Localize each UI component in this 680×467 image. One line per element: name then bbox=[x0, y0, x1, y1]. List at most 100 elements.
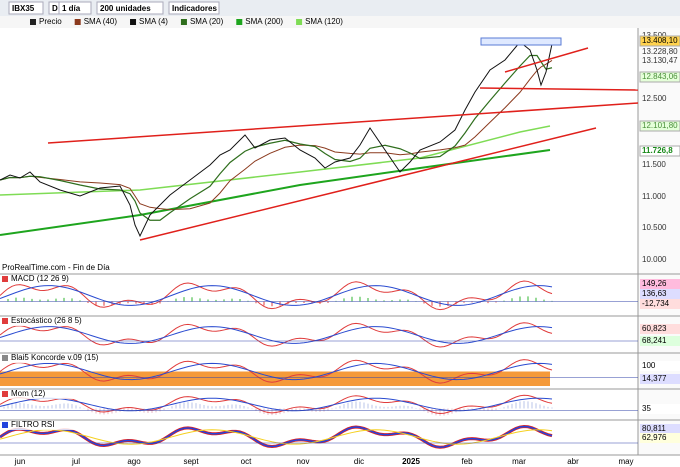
trend-line bbox=[139, 127, 597, 241]
line bbox=[0, 425, 553, 449]
month-label: abr bbox=[567, 457, 579, 466]
area bbox=[0, 371, 550, 386]
trend-line bbox=[47, 102, 639, 144]
trend-line bbox=[479, 87, 639, 91]
panel-label: 60,823 bbox=[642, 324, 667, 333]
price-label: 12.101,80 bbox=[642, 121, 678, 130]
panel-icon bbox=[2, 422, 8, 428]
toolbar-label: IBX35 bbox=[12, 4, 35, 13]
panel-label: 14,377 bbox=[642, 374, 667, 383]
legend-swatch bbox=[130, 19, 137, 25]
legend-label: SMA (4) bbox=[139, 17, 168, 26]
line bbox=[0, 394, 553, 414]
panel-icon bbox=[2, 391, 8, 397]
line bbox=[0, 280, 553, 311]
panel-title-bg bbox=[0, 354, 100, 363]
price-label: 12.500 bbox=[642, 94, 667, 103]
panel-tag bbox=[640, 433, 680, 443]
panel-title: Mom (12) bbox=[11, 389, 46, 398]
month-label: 2025 bbox=[402, 457, 420, 466]
price-label: 13.130,47 bbox=[642, 56, 678, 65]
panel-label: 100 bbox=[642, 361, 656, 370]
panel-title-bg bbox=[0, 275, 100, 284]
toolbar-button[interactable] bbox=[96, 1, 164, 15]
panel-tag bbox=[640, 299, 680, 309]
panel-tag bbox=[640, 336, 680, 346]
line bbox=[0, 41, 553, 238]
month-label: sept bbox=[183, 457, 199, 466]
legend-label: SMA (20) bbox=[190, 17, 224, 26]
price-tag bbox=[639, 145, 680, 157]
panel-label: 149,26 bbox=[642, 279, 667, 288]
panel-tag bbox=[640, 324, 680, 334]
price-label: 11.000 bbox=[642, 192, 666, 201]
line bbox=[0, 326, 553, 344]
panel-title-bg bbox=[0, 390, 100, 399]
panel-tag bbox=[640, 279, 680, 289]
source-label: ProRealTime.com - Fin de Día bbox=[2, 263, 110, 272]
panel-title: MACD (12 26 9) bbox=[11, 274, 69, 283]
panel-label: 62,976 bbox=[642, 433, 667, 442]
legend-swatch bbox=[74, 19, 81, 25]
line bbox=[0, 54, 553, 221]
price-label: 13.408,10 bbox=[642, 36, 678, 45]
month-label: ago bbox=[127, 457, 141, 466]
month-label: jul bbox=[71, 457, 80, 466]
legend-label: Precio bbox=[39, 17, 62, 26]
month-label: oct bbox=[241, 457, 252, 466]
toolbar-label: D bbox=[52, 4, 58, 13]
panel-icon bbox=[2, 318, 8, 324]
price-tag bbox=[639, 120, 680, 132]
legend-label: SMA (40) bbox=[84, 17, 118, 26]
line bbox=[0, 322, 553, 348]
toolbar-button[interactable] bbox=[8, 1, 44, 15]
price-label: 13.228,80 bbox=[642, 47, 678, 56]
panel-title: Blai5 Koncorde v.09 (15) bbox=[11, 353, 99, 362]
price-axis bbox=[638, 28, 680, 455]
panel-title: Estocástico (26 8 5) bbox=[11, 316, 82, 325]
trend-line bbox=[504, 47, 589, 73]
legend-swatch bbox=[296, 19, 303, 25]
price-label: 11.726,8 bbox=[642, 146, 673, 155]
zone-box bbox=[480, 37, 562, 46]
month-label: jun bbox=[14, 457, 26, 466]
legend-swatch bbox=[236, 19, 243, 25]
line bbox=[0, 285, 553, 306]
price-label: 10.000 bbox=[642, 255, 667, 264]
legend-swatch bbox=[180, 19, 187, 25]
month-label: feb bbox=[461, 457, 473, 466]
panel-label: 68,241 bbox=[642, 336, 667, 345]
line bbox=[0, 429, 553, 445]
panel-tag bbox=[640, 404, 680, 414]
toolbar-label: 200 unidades bbox=[100, 4, 151, 13]
price-tag bbox=[639, 35, 680, 47]
panel-label: 80,811 bbox=[642, 424, 666, 433]
toolbar-label: 1 día bbox=[62, 4, 81, 13]
price-label: 12.843,06 bbox=[642, 72, 678, 81]
toolbar-button[interactable] bbox=[168, 1, 220, 15]
panel-tag bbox=[640, 424, 680, 434]
price-tag bbox=[639, 71, 680, 83]
line bbox=[0, 149, 551, 236]
month-label: dic bbox=[354, 457, 364, 466]
panel-icon bbox=[2, 355, 8, 361]
legend-label: SMA (200) bbox=[245, 17, 283, 26]
legend-label: SMA (120) bbox=[305, 17, 343, 26]
line bbox=[0, 60, 553, 211]
panel-title-bg bbox=[0, 421, 100, 430]
panel-tag bbox=[640, 374, 680, 384]
price-label: 11.500 bbox=[642, 160, 666, 169]
toolbar-label: Indicadores bbox=[172, 4, 217, 13]
panel-label: 35 bbox=[642, 404, 651, 413]
panel-label: -12,734 bbox=[642, 299, 670, 308]
month-label: nov bbox=[297, 457, 310, 466]
panel-tag bbox=[640, 289, 680, 299]
legend-bar bbox=[0, 16, 680, 28]
panel-title: FILTRO RSI bbox=[11, 420, 54, 429]
toolbar-button[interactable] bbox=[58, 1, 92, 15]
line bbox=[0, 125, 551, 196]
panel-label: 136,63 bbox=[642, 289, 667, 298]
month-label: mar bbox=[512, 457, 526, 466]
price-label: 10.500 bbox=[642, 223, 667, 232]
